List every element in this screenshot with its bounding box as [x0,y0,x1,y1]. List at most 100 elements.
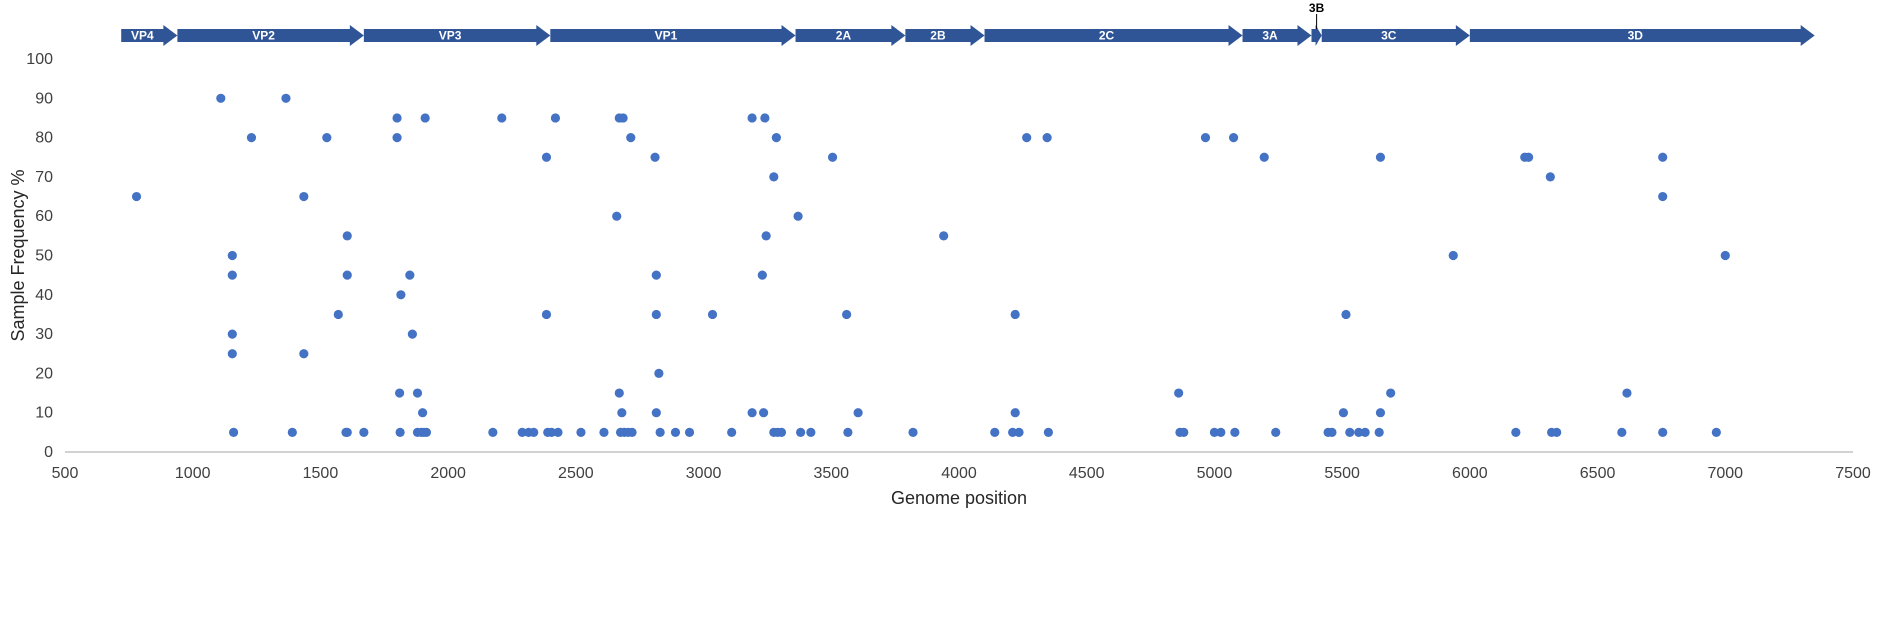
y-tick-label: 60 [35,208,53,225]
data-point [1386,388,1396,398]
data-point [760,113,770,123]
data-point [1374,427,1384,437]
data-point [1448,250,1458,261]
gene-label: 3C [1381,29,1397,43]
data-point [395,427,405,437]
data-point [1552,427,1562,437]
y-tick-label: 90 [35,90,53,107]
data-point [392,133,402,143]
x-tick-labels: 500 1000 1500 2000 2500 3000 3500 4000 4500 5000 5… [52,465,1871,482]
data-point [651,408,661,418]
gene-arrow-vp2 [177,25,364,46]
data-point [246,133,257,143]
gene-label: 3B [1309,1,1325,15]
x-tick-label: 4500 [1069,465,1105,482]
gene-arrow-vp4 [121,25,178,46]
gene-label: VP2 [252,29,275,43]
data-point [1720,250,1730,261]
data-point [614,388,624,398]
data-point [651,270,661,280]
data-point [761,231,771,241]
x-tick-label: 2500 [558,465,594,482]
x-tick-label: 7500 [1835,465,1871,482]
data-point [1271,427,1281,437]
y-tick-label: 100 [26,51,53,68]
data-point [529,427,539,437]
data-point [227,270,237,280]
data-point [670,427,681,437]
gene-arrow-3d [1469,25,1815,46]
data-point [342,270,352,280]
data-point [908,427,918,437]
data-point [1360,427,1370,437]
data-point [626,133,636,143]
data-point [488,427,498,437]
data-point [395,388,405,398]
data-point [1043,427,1053,437]
data-point [827,152,838,162]
x-tick-label: 2000 [430,465,466,482]
data-point [1658,191,1668,202]
data-point [793,211,803,221]
y-tick-label: 20 [35,365,53,382]
data-point [546,427,557,437]
gene-label: 2C [1099,29,1115,43]
data-point [227,329,237,339]
gene-arrow-3b [1311,25,1322,46]
gene-label: VP4 [131,29,154,43]
y-tick-label: 70 [35,169,53,186]
y-tick-labels: 0 10 20 30 40 50 60 70 80 90 100 [26,51,53,461]
data-point [392,113,402,123]
data-point [550,113,561,123]
gene-label: 3A [1262,29,1278,43]
x-tick-label: 5500 [1324,465,1360,482]
data-point [806,427,816,437]
data-point [939,231,949,241]
data-point [1622,388,1632,398]
data-point [553,427,563,437]
data-point [1010,309,1020,320]
data-point [1524,152,1534,162]
data-point [576,427,586,437]
y-axis-title: Sample Frequency % [8,169,28,341]
data-point [281,93,291,103]
data-point [727,427,737,437]
data-point [227,349,237,359]
data-point [1658,427,1668,437]
data-point [1179,427,1189,437]
gene-arrow-vp1 [550,25,796,46]
data-point [758,408,769,418]
data-point [333,309,343,320]
data-point [1010,408,1020,418]
y-tick-label: 30 [35,326,53,343]
y-tick-label: 10 [35,405,53,422]
data-point [412,388,423,398]
data-point [843,427,853,437]
data-point [1209,427,1220,437]
data-point [796,427,806,437]
x-tick-label: 1000 [175,465,211,482]
data-point [359,427,369,437]
data-point [776,427,787,437]
x-tick-label: 5000 [1197,465,1233,482]
gene-label: 2B [930,29,946,43]
data-point [1658,152,1668,162]
data-point [651,309,661,320]
data-points [131,93,1730,437]
gene-label: 3D [1628,29,1644,43]
y-tick-label: 40 [35,287,53,304]
data-point [322,133,332,143]
data-point [618,113,628,123]
data-point [1617,427,1627,437]
data-point [1200,133,1211,143]
genome-map: VP4 VP2 VP3 VP1 2A 2B 2C 3A 3B 3C 3D [121,1,1815,46]
x-tick-label: 3500 [813,465,849,482]
gene-label: VP3 [439,29,462,43]
data-point [757,270,767,280]
data-point [1228,133,1239,143]
data-point [342,427,352,437]
gene-arrow-2c [984,25,1243,46]
gene-arrow-3a [1242,25,1312,46]
data-point [655,427,665,437]
data-point [1375,152,1386,162]
